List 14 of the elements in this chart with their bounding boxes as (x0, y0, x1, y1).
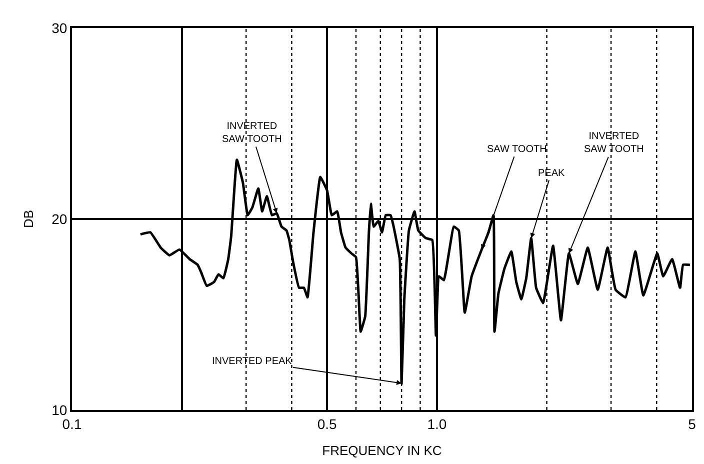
x-tick-label: 1.0 (427, 416, 447, 432)
y-tick-label: 30 (52, 20, 68, 36)
annotation: INVERTED PEAK (212, 356, 292, 367)
annotation: INVERTED SAW TOOTH (584, 131, 644, 155)
y-tick-label: 20 (52, 210, 68, 227)
y-tick-label: 10 (52, 402, 68, 418)
x-axis-title: FREQUENCY IN KC (322, 442, 442, 458)
annotation: INVERTED SAW TOOTH (222, 121, 282, 145)
annotation: SAW TOOTH (487, 144, 547, 155)
annotation: PEAK (538, 168, 566, 179)
x-tick-label: 0.1 (62, 416, 82, 432)
y-axis-title: DB (21, 210, 36, 228)
x-tick-label: 5 (688, 416, 696, 432)
x-tick-label: 0.5 (317, 416, 338, 432)
